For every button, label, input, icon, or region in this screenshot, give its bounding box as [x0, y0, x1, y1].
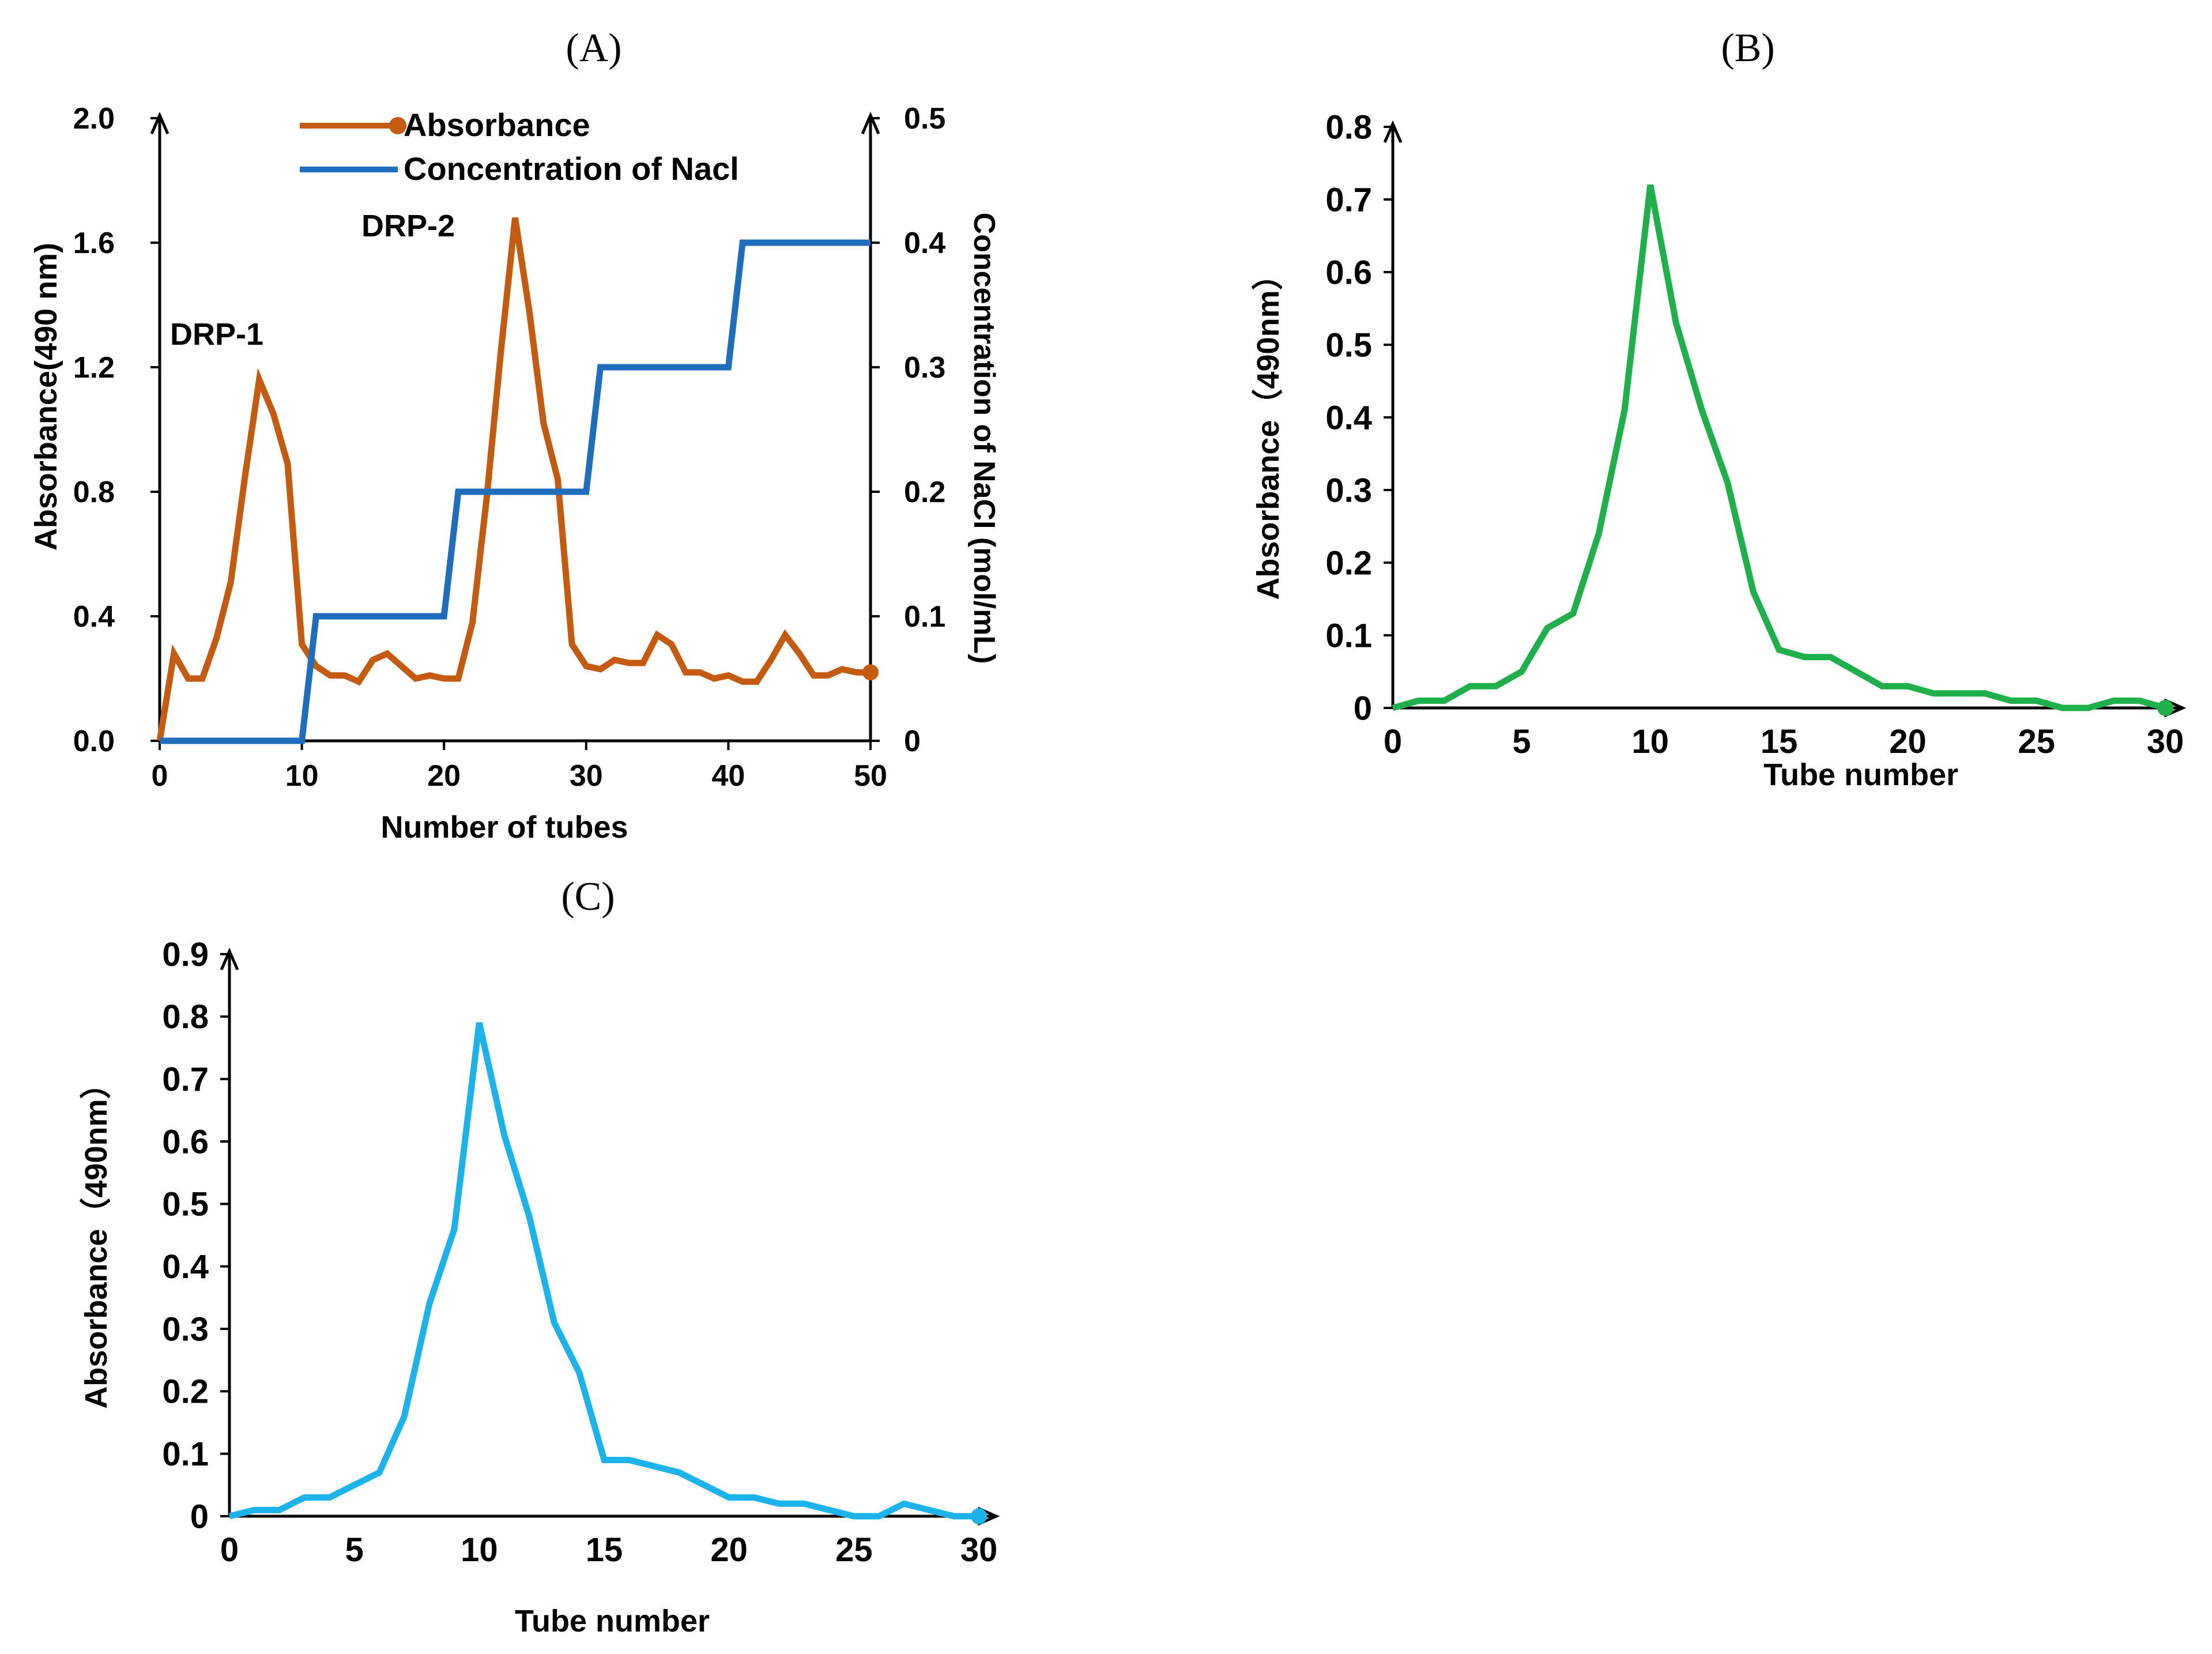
y-tick-label: 0.6: [162, 1123, 209, 1161]
y-tick-label: 0.8: [1325, 108, 1372, 146]
x-tick-label: 25: [2018, 723, 2055, 760]
chart-b-series: [1392, 184, 2173, 716]
y-right-tick-label: 0.5: [904, 102, 945, 135]
y-axis-title-a-left: Absorbance(490 nm): [29, 243, 63, 551]
y-tick-label: 0.4: [1325, 399, 1372, 436]
y-tick-label: 0.6: [1325, 254, 1372, 291]
series-line-a-0: [156, 217, 871, 741]
panel-label-c: (C): [561, 875, 615, 919]
x-tick-label: 40: [711, 759, 745, 793]
y-tick-label: 0.9: [162, 936, 209, 973]
chart-b-axes: [1383, 120, 2187, 718]
y-axis-right-arrow-a: [861, 111, 880, 135]
x-tick-label: 30: [2147, 723, 2184, 760]
y-axis-arrow-b: [1383, 120, 1403, 144]
x-tick-label: 0: [1384, 723, 1402, 760]
x-tick-label: 50: [854, 759, 887, 793]
y-tick-label: 1.2: [73, 351, 115, 385]
chart-b-ticks: 0 5 10 15 20 25 30 0 0.1 0.2 0.3 0.4 0.5 0.6 0.7 0.8: [1325, 108, 2184, 760]
x-tick-label: 30: [960, 1531, 998, 1569]
y-tick-label: 0.3: [162, 1310, 209, 1348]
x-tick-label: 5: [1512, 723, 1531, 760]
x-tick-label: 25: [835, 1531, 873, 1569]
y-right-tick-label: 0.4: [904, 227, 945, 260]
x-tick-label: 15: [586, 1531, 623, 1569]
x-tick-label: 0: [220, 1531, 239, 1569]
y-tick-label: 0.7: [1325, 181, 1372, 218]
y-right-tick-label: 0: [904, 725, 921, 758]
legend-absorbance-label: Absorbance: [404, 107, 590, 143]
y-right-tick-label: 0.1: [904, 600, 945, 634]
y-axis-title-b: Absorbance（490nm）: [1251, 259, 1286, 600]
y-tick-label: 0: [190, 1498, 209, 1535]
y-axis-title-c: Absorbance（490nm）: [79, 1068, 114, 1408]
chart-a-legend: Absorbance Concentration of Nacl: [300, 107, 739, 187]
panel-label-b: (B): [1721, 26, 1774, 70]
y-right-tick-label: 0.3: [904, 351, 945, 385]
x-tick-label: 10: [461, 1531, 498, 1569]
y-tick-label: 2.0: [73, 102, 115, 135]
x-axis-title-a: Number of tubes: [380, 810, 628, 845]
x-tick-label: 20: [710, 1531, 748, 1569]
chart-b: (B) 0 5 10 15 20 25 30 0 0.1 0.2 0.3 0.4 0.5 0.6 0.7 0.…: [1251, 26, 2187, 792]
x-axis-title-b: Tube number: [1763, 758, 1958, 792]
y-tick-label: 0.8: [73, 476, 115, 509]
y-tick-label: 0.2: [162, 1373, 209, 1411]
chart-a-series: [156, 217, 879, 744]
y-tick-label: 0.4: [162, 1248, 209, 1286]
x-tick-label: 5: [345, 1531, 364, 1569]
y-tick-label: 0.5: [162, 1186, 209, 1223]
y-axis-arrow-c: [220, 947, 239, 971]
x-tick-label: 20: [427, 759, 461, 793]
series-line-b-0: [1392, 184, 2166, 711]
chart-a-ticks: 0 10 20 30 40 50 0.0 0.4 0.8 1.2 1.6 2.0 0 0.1 0.2 0.3 0…: [73, 102, 946, 793]
y-tick-label: 0.1: [1325, 617, 1372, 654]
y-tick-label: 0: [1354, 690, 1372, 727]
y-tick-label: 0.0: [73, 725, 115, 758]
series-line-c-0: [228, 1022, 979, 1520]
x-tick-label: 20: [1889, 723, 1927, 760]
panel-label-a: (A): [566, 26, 621, 70]
y-tick-label: 0.4: [73, 600, 115, 634]
legend-nacl-label: Concentration of Nacl: [404, 150, 739, 187]
x-tick-label: 10: [285, 759, 319, 793]
series-end-marker-b-0: [2157, 700, 2173, 716]
y-tick-label: 1.6: [73, 227, 115, 260]
chart-c: (C) 0 5 10 15 20 25 30 0 0.1 0.2 0.3 0.4 0.5 0.6 0.7 0.…: [79, 875, 1000, 1638]
y-tick-label: 0.5: [1325, 326, 1372, 364]
annotation-drp-1: DRP-1: [170, 317, 263, 352]
series-end-marker-c-0: [971, 1508, 987, 1524]
y-axis-title-a-right: Concentration of NaCI (mol/mL): [967, 213, 1001, 664]
series-line-a-1: [160, 239, 871, 744]
x-tick-label: 0: [152, 759, 168, 793]
y-tick-label: 0.7: [162, 1061, 209, 1098]
chart-c-series: [228, 1022, 987, 1524]
chart-a-axes: [150, 111, 880, 743]
x-tick-label: 30: [570, 759, 603, 793]
y-tick-label: 0.8: [162, 999, 209, 1036]
x-axis-title-c: Tube number: [515, 1604, 710, 1638]
chart-c-ticks: 0 5 10 15 20 25 30 0 0.1 0.2 0.3 0.4 0.5 0.6 0.7 0.8 0.9: [162, 936, 997, 1569]
x-tick-label: 15: [1761, 723, 1798, 760]
annotation-drp-2: DRP-2: [361, 209, 455, 243]
y-tick-label: 0.3: [1325, 472, 1372, 509]
y-axis-arrow-a: [150, 111, 169, 135]
y-right-tick-label: 0.2: [904, 476, 945, 509]
x-tick-label: 10: [1631, 723, 1669, 760]
legend-absorbance-marker: [389, 117, 406, 134]
chart-c-axes: [220, 947, 1000, 1526]
chart-a: (A) 0 10 20 30 40 50 0.0 0.4 0.8 1.2 1.6 2.0 0 0.1 0.2…: [29, 26, 1001, 845]
y-tick-label: 0.1: [162, 1436, 209, 1473]
y-tick-label: 0.2: [1325, 544, 1372, 582]
series-end-marker-a-0: [862, 664, 879, 681]
